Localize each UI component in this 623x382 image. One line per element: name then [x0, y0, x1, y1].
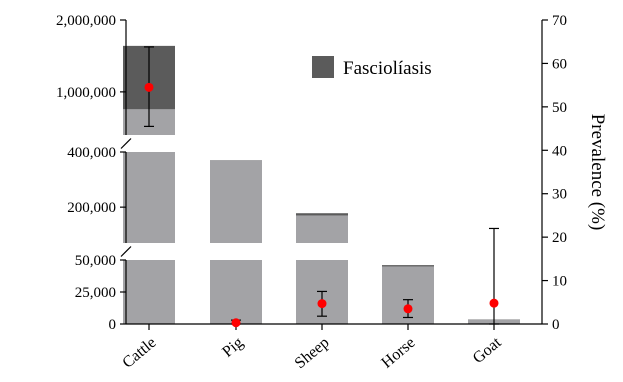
right-axis-tick-label: 30 — [552, 187, 567, 203]
left-axis-tick-label: 25,000 — [75, 285, 116, 301]
points-group — [144, 46, 499, 328]
bars-group — [123, 45, 520, 324]
right-axis-tick-label: 70 — [552, 13, 567, 29]
left-axis-tick-label: 0 — [109, 317, 117, 333]
bar-pig-base-seg0 — [210, 260, 262, 324]
left-axis-tick-label: 1,000,000 — [56, 85, 116, 101]
prevalence-point-goat — [489, 298, 499, 308]
left-axis-tick-label: 50,000 — [75, 253, 116, 269]
right-axis-tick-label: 50 — [552, 100, 567, 116]
prevalence-point-horse — [403, 304, 413, 314]
prevalence-point-sheep — [317, 299, 327, 309]
left-axis-tick-label: 2,000,000 — [56, 13, 116, 29]
x-tick-label-horse: Horse — [378, 334, 418, 372]
legend-swatch — [312, 56, 334, 78]
x-tick-label-goat: Goat — [470, 334, 505, 367]
x-tick-label-cattle: Cattle — [119, 334, 159, 372]
left-axis-tick-label: 200,000 — [67, 200, 116, 216]
bar-sheep-base-seg1 — [296, 215, 348, 243]
axes-group: 0 25,000 50,000 200,000 400,000 1,000,000 2,00… — [56, 13, 567, 372]
bar-cattle-base-seg0 — [123, 260, 175, 324]
legend-label: Fasciolíasis — [343, 58, 432, 79]
axis-break-mark — [120, 246, 132, 257]
right-axis-tick-label: 60 — [552, 56, 567, 72]
legend: Fasciolíasis — [312, 56, 432, 79]
right-axis-tick-label: 10 — [552, 274, 567, 290]
bar-cattle-base-seg1 — [123, 152, 175, 243]
x-tick-label-sheep: Sheep — [292, 334, 333, 372]
right-axis-title: Prevalence (%) — [587, 114, 608, 231]
left-axis-tick-label: 400,000 — [67, 145, 116, 161]
axis-break-mark — [120, 138, 132, 149]
x-tick-label-pig: Pig — [219, 334, 246, 361]
right-axis-tick-label: 40 — [552, 143, 567, 159]
prevalence-point-cattle — [144, 82, 154, 92]
bar-pig-base-seg1 — [210, 160, 262, 243]
prevalence-point-pig — [231, 318, 241, 328]
right-axis-tick-label: 0 — [552, 317, 560, 333]
right-axis-tick-label: 20 — [552, 230, 567, 246]
